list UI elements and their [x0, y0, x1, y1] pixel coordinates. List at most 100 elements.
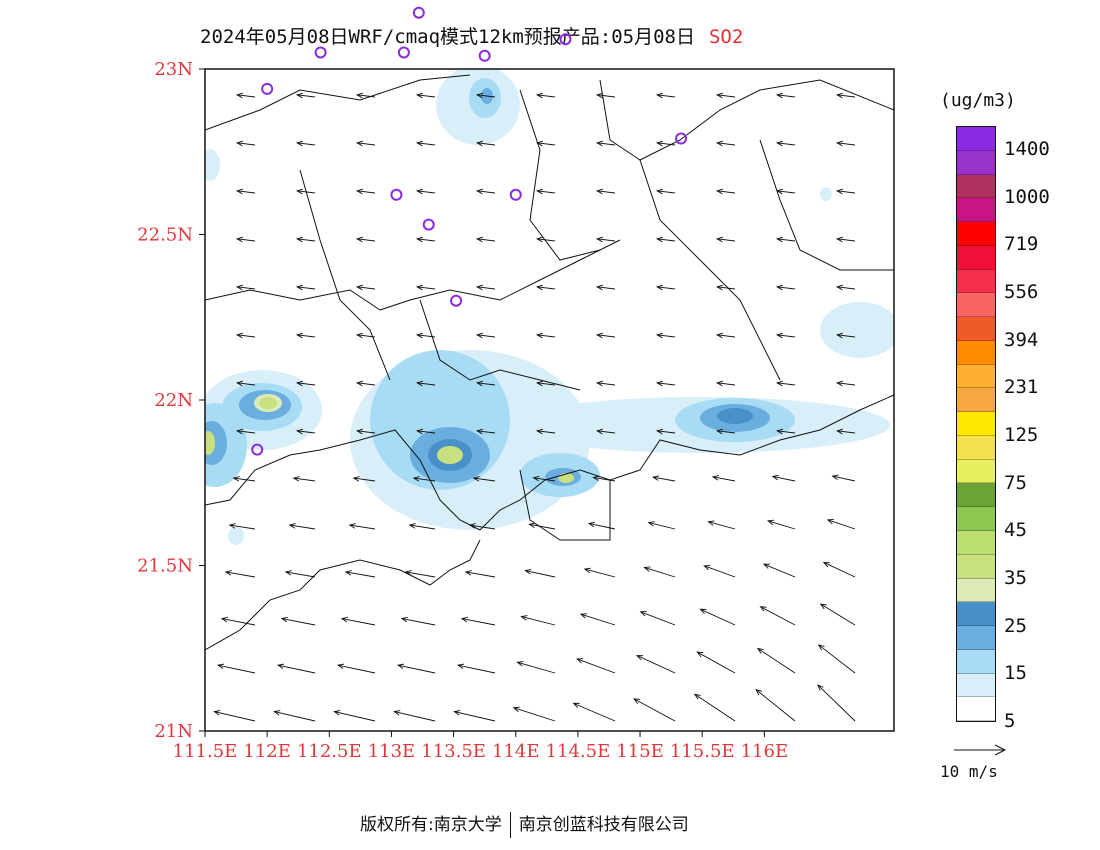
wind-arrow [835, 140, 856, 147]
wind-arrow [475, 140, 496, 147]
wind-arrow [415, 284, 436, 291]
chart-title: 2024年05月08日WRF/cmaq模式12km预报产品:05月08日 SO2 [200, 22, 743, 49]
wind-arrow [512, 706, 556, 722]
colorbar-swatch [957, 626, 995, 650]
wind-arrow [775, 92, 796, 99]
wind-arrow [228, 523, 256, 530]
wind-arrow [595, 140, 616, 147]
wind-arrow [655, 236, 676, 243]
station-marker [412, 6, 425, 19]
wind-arrow [355, 428, 376, 435]
wind-arrow [412, 476, 436, 482]
lat-label: 21.5N [137, 556, 193, 577]
colorbar-swatch [957, 507, 995, 532]
lon-label: 115.5E [670, 741, 735, 762]
wind-arrow [355, 284, 376, 291]
lat-label: 22.5N [137, 225, 193, 246]
wind-arrow [699, 608, 736, 626]
station-marker [261, 82, 274, 95]
wind-arrow [711, 475, 736, 482]
wind-arrow [408, 523, 436, 530]
wind-arrow [715, 332, 736, 339]
wind-arrow [576, 658, 616, 674]
wind-arrow [715, 380, 736, 387]
lat-label: 21N [154, 721, 193, 742]
wind-arrow [355, 380, 376, 387]
wind-arrow [284, 570, 316, 578]
wind-arrow [535, 332, 556, 339]
wind-arrow [595, 236, 616, 243]
station-marker [509, 188, 522, 201]
station-marker [397, 46, 410, 59]
wind-arrow [535, 92, 556, 99]
colorbar-label: 556 [1004, 280, 1039, 303]
station-marker [314, 46, 327, 59]
wind-arrow [647, 521, 676, 530]
wind-arrow [532, 475, 556, 482]
wind-arrow [587, 521, 616, 530]
wind-arrow [235, 332, 256, 339]
colorbar-swatch [957, 269, 995, 294]
lon-label: 113.5E [421, 741, 486, 762]
footer-left: 版权所有:南京大学 [360, 815, 502, 835]
wind-arrow [415, 92, 436, 99]
wind-arrow [453, 710, 496, 722]
lon-label: 113E [368, 741, 416, 762]
wind-arrow [216, 663, 256, 674]
wind-arrow [415, 140, 436, 147]
lon-label: 112E [243, 741, 291, 762]
station-marker [422, 218, 435, 231]
footer-separator [509, 812, 511, 838]
wind-arrow [715, 284, 736, 291]
wind-arrow [771, 474, 796, 482]
colorbar-swatch [957, 531, 995, 555]
colorbar-swatch [957, 150, 995, 175]
wind-arrow [415, 236, 436, 243]
colorbar-swatch [957, 412, 995, 436]
wind-arrow [415, 428, 436, 435]
wind-arrow [288, 523, 316, 530]
concentration-field [205, 69, 894, 545]
title-main: 2024年05月08日WRF/cmaq模式12km预报产品:05月08日 [200, 26, 695, 48]
wind-arrow [213, 710, 256, 722]
wind-arrow [355, 188, 376, 195]
wind-arrow [415, 380, 436, 387]
lon-label: 112.5E [297, 741, 362, 762]
colorbar-label: 719 [1004, 233, 1039, 256]
wind-arrow [295, 428, 316, 435]
wind-arrow [295, 236, 316, 243]
wind-arrow [235, 140, 256, 147]
wind-arrow [835, 188, 856, 195]
wind-arrow [232, 476, 256, 482]
boundaries [205, 74, 894, 651]
wind-arrow [475, 92, 496, 99]
wind-arrow [826, 518, 856, 530]
wind-arrow [595, 284, 616, 291]
wind-arrow [295, 140, 316, 147]
wind-arrow [817, 644, 856, 674]
wind-arrow [592, 475, 616, 482]
colorbar-swatch [957, 697, 995, 722]
wind-arrow [595, 92, 616, 99]
wind-arrow [415, 188, 436, 195]
wind-arrow [273, 710, 316, 722]
colorbar-swatch [957, 293, 995, 318]
wind-arrow [775, 188, 796, 195]
colorbar-swatch [957, 127, 995, 151]
colorbar-label: 125 [1004, 423, 1039, 446]
lon-label: 116E [741, 741, 789, 762]
wind-arrow [393, 710, 436, 722]
wind-arrow [655, 428, 676, 435]
wind-arrow [276, 663, 316, 674]
wind-arrow [767, 519, 796, 530]
wind-arrow [715, 236, 736, 243]
wind-arrow [235, 236, 256, 243]
wind-arrow [835, 92, 856, 99]
colorbar-label: 1000 [1004, 185, 1050, 208]
wind-arrow [655, 188, 676, 195]
wind-arrow [224, 570, 256, 578]
wind-arrow [535, 428, 556, 435]
wind-arrow [693, 693, 736, 722]
wind-arrow [352, 476, 376, 482]
